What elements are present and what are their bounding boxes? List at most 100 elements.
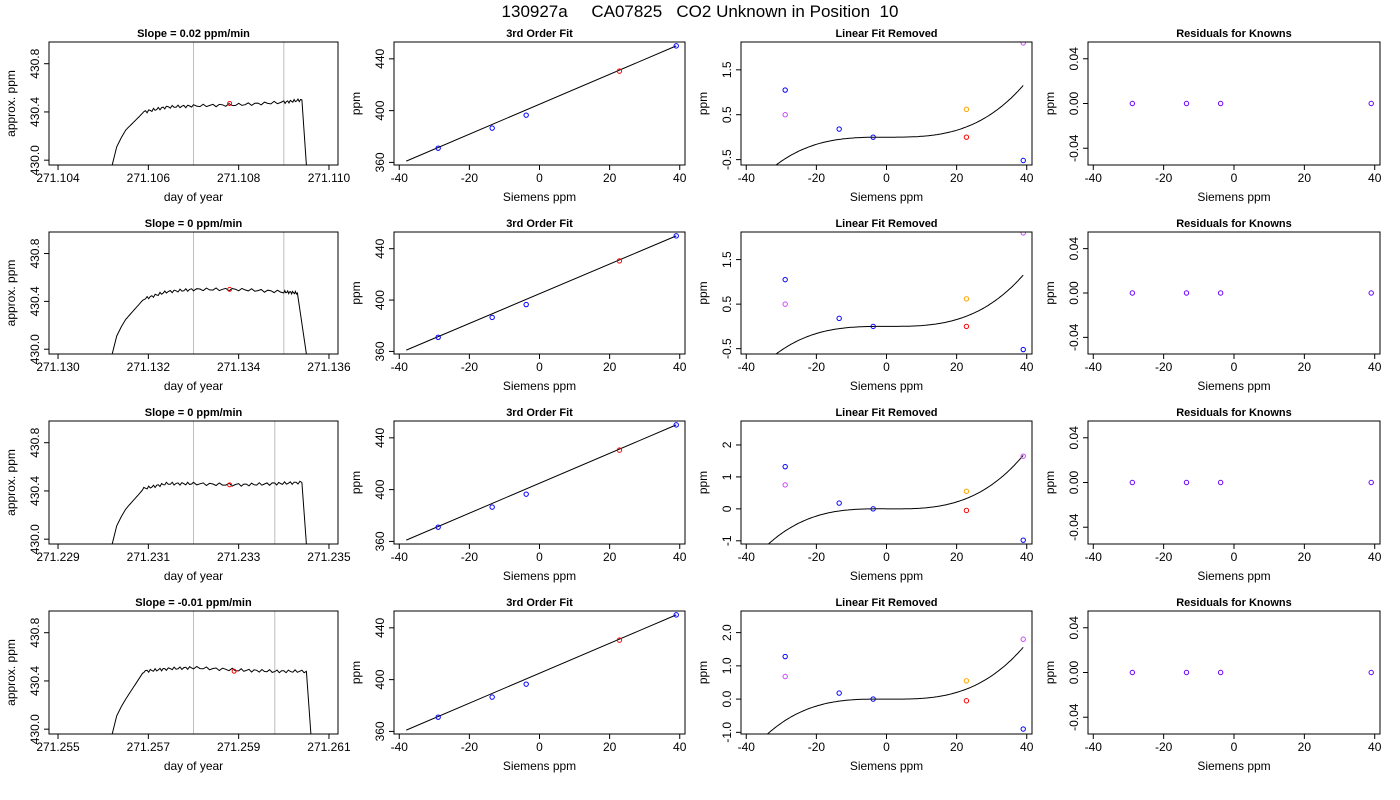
panel-3-4-title: Residuals for Knowns	[1176, 407, 1292, 419]
panel-1-1-mean-point	[227, 101, 233, 106]
panel-2-2-known-point	[489, 314, 495, 321]
panel-2-3-x-tick-label: 0	[883, 360, 890, 374]
panel-3-2-x-tick-label: -40	[391, 550, 409, 564]
panel-4-1-title: Slope = -0.01 ppm/min	[135, 597, 252, 609]
panel-1-2-plot-area	[406, 43, 679, 162]
panel-1-2-title: 3rd Order Fit	[506, 28, 573, 40]
panel-2-1-y-label: approx. ppm	[4, 260, 18, 327]
panel-2-3-magenta-point	[782, 301, 788, 307]
panel-3-4-residual-point	[1217, 479, 1224, 486]
panel-4-1-mean-point	[231, 668, 237, 674]
panel-4-3-title: Linear Fit Removed	[835, 597, 937, 609]
panel-4-2-x-label: Siemens ppm	[503, 759, 576, 773]
panel-3-2-y-label: ppm	[349, 471, 363, 494]
panel-1-1-x-tick-label: 271.108	[217, 171, 261, 185]
panel-2-1-y-tick-label: 430.4	[28, 286, 42, 316]
panel-2-2: 3rd Order Fit Siemens ppm ppm -40 -20 0 20 40 36…	[349, 218, 687, 393]
panel-4-2-x-tick-label: 0	[536, 740, 543, 754]
panel-4-3-y-tick-label: 2.0	[720, 624, 734, 641]
panel-4-3-plot-area	[766, 636, 1026, 734]
panel-2-2-plot-area	[406, 233, 679, 351]
panel-1-1-x-tick-label: 271.110	[308, 171, 351, 185]
panel-2-3-y-tick-label: 1.5	[720, 251, 734, 268]
panel-2-2-x-tick-label: 0	[536, 360, 543, 374]
panel-4-4-frame	[1087, 610, 1381, 735]
panel-2-3-x-tick-label: 40	[1020, 360, 1034, 374]
panel-3-3-y-tick-label: 1	[720, 473, 734, 480]
panel-4-3-magenta-point	[782, 673, 788, 680]
panel-4-2-fit-line	[406, 614, 677, 731]
panel-4-3: Linear Fit Removed Siemens ppm ppm -40 -20 0 2…	[696, 597, 1034, 773]
panel-4-4-residual-point	[1129, 669, 1136, 676]
panel-4-4: Residuals for Knowns Siemens ppm ppm -40 -20…	[1043, 597, 1382, 773]
panel-4-3-y-tick-label: 0.0	[720, 690, 734, 707]
panel-3-4-residual-point	[1368, 479, 1374, 486]
panel-2-4-y-tick-label: -0.04	[1067, 323, 1081, 351]
panel-3-1-x-tick-label: 271.229	[36, 550, 80, 564]
panel-4-4-residual-point	[1183, 669, 1190, 676]
panel-2-3: Linear Fit Removed Siemens ppm ppm -40 -20 0 2…	[696, 218, 1034, 393]
panel-2-2-fit-line	[406, 235, 677, 351]
panel-1-1-trace-line	[111, 98, 307, 165]
panel-1-1-frame	[48, 41, 339, 166]
panel-1-2-known-point	[489, 125, 495, 131]
panel-3-3-magenta-point	[782, 482, 788, 488]
panel-4-1-x-tick-label: 271.257	[127, 740, 171, 754]
panel-1-4-residual-point	[1129, 100, 1136, 107]
panel-4-1-y-tick-label: 430.4	[28, 666, 42, 696]
panel-4-2-title: 3rd Order Fit	[506, 597, 573, 609]
panel-3-4-y-tick-label: 0.04	[1067, 426, 1081, 450]
panel-1-3-x-tick-label: -20	[808, 171, 826, 185]
panel-3-2-y-tick-label: 400	[373, 479, 387, 499]
panel-1-1-y-tick-label: 430.0	[28, 145, 42, 175]
panel-2-4-x-tick-label: -20	[1155, 360, 1173, 374]
panel-3-2-x-tick-label: -20	[461, 550, 479, 564]
panel-2-3-magenta-point	[1020, 232, 1026, 236]
panel-4-3-y-tick-label: -1.0	[720, 722, 734, 743]
panel-2-2-y-tick-label: 360	[373, 341, 387, 361]
panel-4-1-x-label: day of year	[164, 759, 223, 773]
panel-3-3-fit-curve	[767, 454, 1024, 544]
panel-2-3-plot-area	[775, 232, 1026, 354]
panel-3-4-x-tick-label: 40	[1368, 550, 1382, 564]
panel-3-2-x-tick-label: 20	[603, 550, 617, 564]
panel-4-2-y-tick-label: 440	[373, 617, 387, 637]
panel-4-4-x-tick-label: 20	[1298, 740, 1312, 754]
panel-3-2-plot-area	[406, 422, 679, 541]
panel-4-3-frame	[740, 610, 1033, 735]
panel-2-4: Residuals for Knowns Siemens ppm ppm -40 -20…	[1043, 218, 1382, 393]
panel-1-3-x-tick-label: 40	[1020, 171, 1034, 185]
panel-2-1: Slope = 0 ppm/min day of year approx. ppm 2…	[4, 218, 351, 393]
panel-4-3-x-tick-label: 0	[883, 740, 890, 754]
panel-3-3-x-tick-label: 20	[950, 550, 964, 564]
panel-4-3-x-tick-label: 20	[950, 740, 964, 754]
panel-1-1-x-label: day of year	[164, 190, 223, 204]
panel-1-4-residual-point	[1368, 100, 1374, 107]
panel-3-2-unknown-point	[616, 447, 623, 453]
panel-1-3: Linear Fit Removed Siemens ppm ppm -40 -20 0 2…	[696, 28, 1034, 204]
panel-3-2-fit-line	[406, 424, 677, 541]
panel-3-1-y-tick-label: 430.4	[28, 476, 42, 506]
panel-3-3-title: Linear Fit Removed	[835, 407, 937, 419]
panel-1-3-y-label: ppm	[696, 92, 710, 115]
panel-1-4-y-tick-label: 0.00	[1067, 91, 1081, 115]
panel-4-1-frame	[48, 610, 339, 735]
panel-3-1-x-label: day of year	[164, 569, 223, 583]
panel-3-3-known-point	[782, 463, 788, 470]
panel-3-2: 3rd Order Fit Siemens ppm ppm -40 -20 0 20 40 36…	[349, 407, 687, 583]
panel-2-3-y-tick-label: 0.5	[720, 295, 734, 312]
panel-1-1-x-tick-label: 271.104	[36, 171, 80, 185]
panel-4-2-unknown-point	[616, 637, 623, 643]
panel-1-1-y-label: approx. ppm	[4, 70, 18, 137]
panel-4-2: 3rd Order Fit Siemens ppm ppm -40 -20 0 20 40 36…	[349, 597, 687, 773]
panel-1-3-y-tick-label: 0.5	[720, 106, 734, 123]
panel-4-3-known-point	[782, 653, 788, 660]
panel-1-2-fit-line	[406, 45, 677, 162]
panel-4-4-x-tick-label: 40	[1368, 740, 1382, 754]
panel-1-4-y-tick-label: 0.04	[1067, 47, 1081, 71]
panel-4-3-magenta-point	[1020, 636, 1026, 642]
panel-2-2-known-point	[435, 334, 441, 341]
panel-1-3-orange-point	[963, 106, 970, 113]
panel-4-3-fit-curve	[766, 646, 1024, 734]
